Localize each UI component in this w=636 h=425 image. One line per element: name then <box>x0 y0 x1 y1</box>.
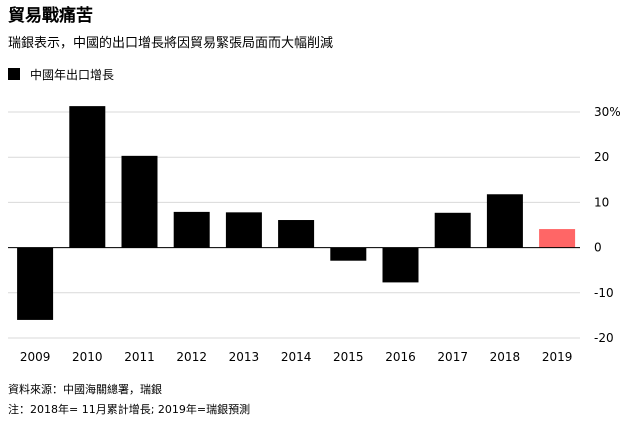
x-tick-label: 2015 <box>333 350 364 364</box>
bar-2018 <box>486 194 523 248</box>
bar-2009 <box>17 247 54 320</box>
bar-2010 <box>69 106 106 248</box>
x-tick-label: 2018 <box>490 350 521 364</box>
bar-2014 <box>278 220 315 248</box>
x-tick-label: 2009 <box>20 350 51 364</box>
bar-2013 <box>225 212 262 248</box>
y-tick-label: 20 <box>594 150 609 164</box>
y-tick-label: 0 <box>594 241 602 255</box>
bar-2016 <box>382 247 419 283</box>
chart-subtitle: 瑞銀表示，中國的出口增長將因貿易緊張局面而大幅削減 <box>8 36 334 51</box>
bar-2012 <box>173 211 210 248</box>
footnote: 注：2018年= 11月累計增長; 2019年=瑞銀預測 <box>8 403 251 416</box>
chart-title: 貿易戰痛苦 <box>8 6 93 26</box>
x-tick-label: 2017 <box>437 350 468 364</box>
legend: 中國年出口增長 <box>8 66 114 82</box>
legend-swatch <box>8 68 20 80</box>
bar-2017 <box>434 212 471 248</box>
y-tick-label: -10 <box>594 286 614 300</box>
bar-2019 <box>539 229 576 248</box>
y-tick-label: -20 <box>594 331 614 345</box>
bar-2015 <box>330 247 367 261</box>
y-tick-label: 10 <box>594 195 609 209</box>
x-tick-label: 2010 <box>72 350 103 364</box>
x-tick-label: 2013 <box>229 350 260 364</box>
axis-layer: -20 -10 0 10 20 30% 2009 2010 2011 2012 2013 2014 20… <box>8 105 621 364</box>
x-tick-label: 2019 <box>542 350 573 364</box>
bars-layer <box>17 106 576 320</box>
source-note: 資料來源：中國海關總署，瑞銀 <box>8 383 162 396</box>
y-tick-label: 30% <box>594 105 621 119</box>
x-tick-label: 2011 <box>124 350 155 364</box>
x-tick-label: 2012 <box>176 350 207 364</box>
x-tick-label: 2016 <box>385 350 416 364</box>
bar-2011 <box>121 155 158 248</box>
legend-label: 中國年出口增長 <box>30 67 115 82</box>
x-tick-label: 2014 <box>281 350 312 364</box>
